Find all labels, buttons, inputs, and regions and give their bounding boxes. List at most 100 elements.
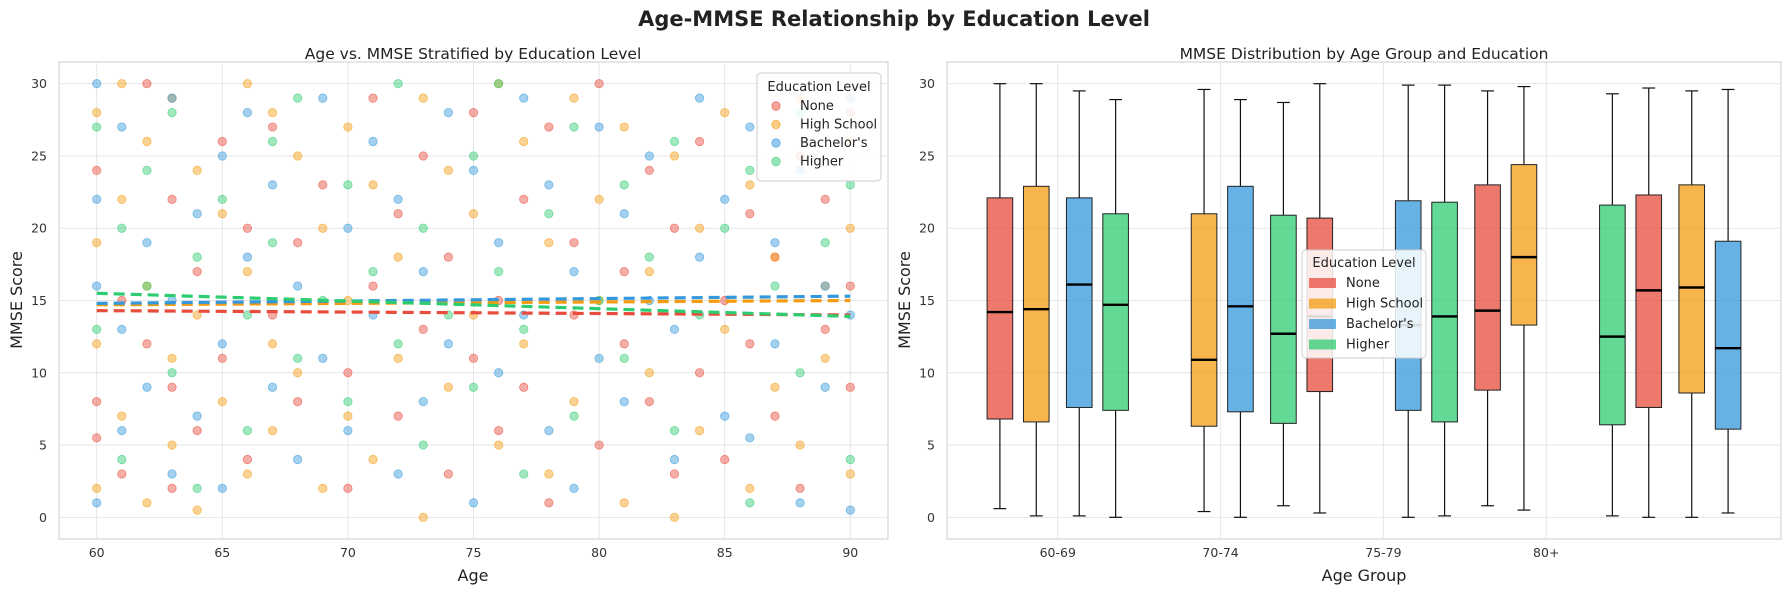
scatter-point (544, 209, 554, 219)
scatter-point (619, 498, 629, 508)
scatter-point (142, 136, 152, 147)
scatter-point (644, 397, 654, 407)
boxplot-panel-title: MMSE Distribution by Age Group and Educa… (1180, 45, 1549, 63)
scatter-point (368, 266, 378, 277)
boxplot-legend-swatch (1309, 339, 1336, 350)
scatter-point (117, 194, 127, 204)
scatter-point (820, 353, 830, 363)
scatter-point (293, 368, 303, 378)
scatter-point (418, 440, 428, 450)
boxplot-x-tick-label: 75-79 (1365, 545, 1401, 560)
scatter-point (443, 165, 453, 176)
figure-suptitle: Age-MMSE Relationship by Education Level (638, 7, 1150, 31)
scatter-point (393, 353, 403, 363)
boxplot-box (1065, 90, 1093, 517)
boxplot-box (1102, 98, 1129, 518)
scatter-point (343, 411, 353, 421)
boxplot-y-axis-label: MMSE Score (895, 251, 914, 349)
scatter-x-tick-label: 65 (214, 545, 230, 560)
scatter-point (795, 368, 805, 378)
scatter-point (569, 238, 579, 248)
scatter-point (167, 353, 177, 363)
scatter-point (795, 498, 805, 508)
scatter-legend-label: None (800, 99, 834, 114)
scatter-point (92, 483, 102, 494)
scatter-point (267, 180, 278, 190)
scatter-point (167, 469, 177, 479)
scatter-point (669, 454, 680, 465)
scatter-point (443, 469, 453, 479)
scatter-point (443, 107, 453, 118)
scatter-point (242, 469, 253, 479)
scatter-point (468, 209, 479, 219)
scatter-point (267, 122, 278, 132)
scatter-point (694, 93, 705, 103)
scatter-point (468, 353, 479, 363)
scatter-point (569, 122, 579, 132)
boxplot-legend-label: High School (1346, 297, 1423, 312)
scatter-point (770, 339, 780, 349)
scatter-point (544, 238, 554, 248)
scatter-point (242, 266, 253, 277)
boxplot-x-tick-label: 60-69 (1040, 545, 1076, 560)
scatter-point (519, 339, 529, 349)
scatter-point (669, 324, 680, 335)
boxplot-iqr-box (1474, 184, 1501, 391)
scatter-point (217, 483, 227, 494)
scatter-point (393, 411, 403, 421)
scatter-point (644, 151, 654, 161)
boxplot-x-tick-label: 70-74 (1202, 545, 1238, 560)
scatter-point (267, 382, 278, 392)
scatter-point (845, 454, 855, 465)
scatter-point (92, 324, 102, 335)
scatter-point (694, 136, 705, 147)
scatter-point (619, 353, 629, 363)
scatter-ticks: 60 65 70 75 80 85 90 0 5 10 15 20 25 30 (31, 76, 858, 560)
scatter-point (569, 266, 579, 277)
scatter-trendline (96, 309, 851, 317)
scatter-point (192, 165, 202, 176)
scatter-point (192, 266, 202, 277)
scatter-point (242, 310, 253, 320)
scatter-legend-label: Higher (800, 155, 844, 170)
scatter-point (217, 397, 227, 407)
scatter-point (192, 483, 202, 494)
scatter-x-tick-label: 70 (340, 545, 356, 560)
scatter-point (443, 382, 453, 392)
scatter-point (569, 397, 579, 407)
scatter-point (343, 397, 353, 407)
scatter-point (117, 425, 127, 436)
scatter-point (619, 180, 629, 190)
scatter-point (644, 368, 654, 378)
scatter-point (770, 382, 780, 392)
boxplot-y-tick-label: 20 (919, 221, 935, 236)
scatter-point (594, 353, 604, 363)
scatter-point (117, 411, 127, 421)
boxplot-legend-swatch (1309, 278, 1336, 288)
scatter-point (468, 165, 479, 176)
scatter-point (820, 281, 830, 291)
scatter-point (92, 107, 102, 118)
scatter-point (845, 180, 855, 190)
scatter-point (293, 281, 303, 291)
scatter-point (468, 107, 479, 118)
scatter-point (92, 433, 102, 443)
scatter-point (519, 469, 529, 479)
boxplot-iqr-box (1510, 164, 1538, 326)
boxplot-legend-box (1301, 249, 1427, 359)
scatter-y-tick-label: 25 (31, 148, 47, 163)
scatter-point (142, 281, 152, 291)
scatter-point (142, 498, 152, 508)
scatter-point (770, 411, 780, 421)
boxplot-iqr-box (1678, 184, 1706, 394)
boxplot-iqr-box (1714, 240, 1742, 430)
scatter-point (167, 194, 177, 204)
scatter-point (845, 223, 855, 233)
scatter-y-tick-label: 15 (31, 293, 47, 308)
boxplot-iqr-box (1227, 185, 1254, 413)
scatter-point (468, 498, 479, 508)
boxplot-box (1227, 98, 1254, 518)
scatter-point (569, 411, 579, 421)
scatter-point (519, 382, 529, 392)
scatter-point (242, 107, 253, 118)
